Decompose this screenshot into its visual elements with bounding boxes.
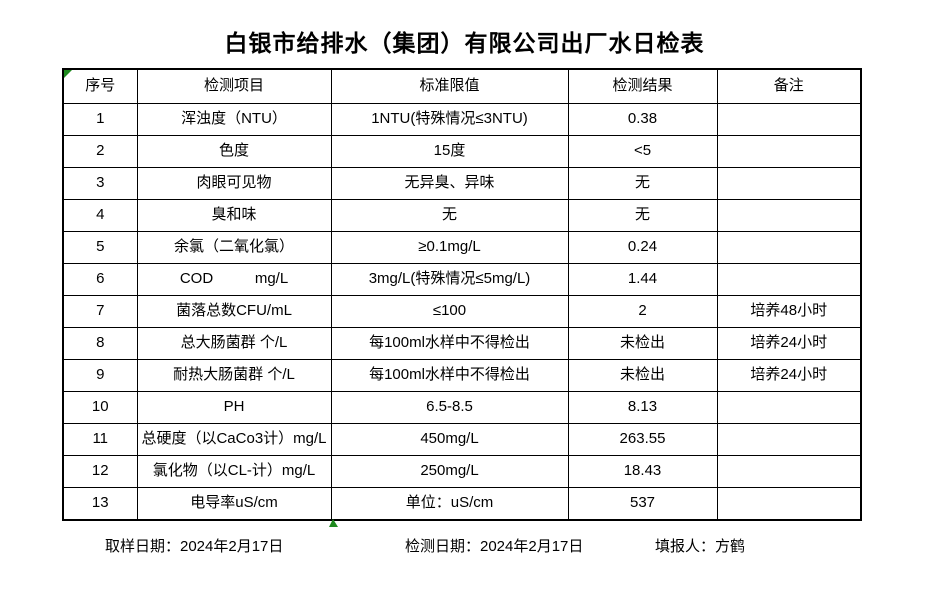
cell-remark (716, 423, 862, 456)
cell-no: 7 (62, 295, 138, 328)
cell-no: 6 (62, 263, 138, 296)
cell-result: 无 (567, 167, 718, 200)
cell-remark: 培养24小时 (716, 359, 862, 392)
column-header-no: 序号 (62, 68, 138, 104)
cell-no: 11 (62, 423, 138, 456)
cell-remark (716, 199, 862, 232)
cell-item: COD mg/L (136, 263, 332, 296)
sampling-date: 取样日期：2024年2月17日 (105, 538, 284, 555)
cell-remark (716, 487, 862, 521)
cell-no: 10 (62, 391, 138, 424)
table-row: 12 氯化物（以CL-计）mg/L 250mg/L 18.43 (62, 455, 862, 488)
cell-remark (716, 103, 862, 136)
cell-no: 3 (62, 167, 138, 200)
cell-result: 未检出 (567, 359, 718, 392)
table-row: 8 总大肠菌群 个/L 每100ml水样中不得检出 未检出 培养24小时 (62, 327, 862, 360)
cell-no: 9 (62, 359, 138, 392)
cell-item: 臭和味 (136, 199, 332, 232)
cell-item: PH (136, 391, 332, 424)
cell-limit: 无异臭、异味 (330, 167, 569, 200)
cell-limit: 6.5-8.5 (330, 391, 569, 424)
table-row: 1 浑浊度（NTU） 1NTU(特殊情况≤3NTU) 0.38 (62, 103, 862, 136)
cell-item: 浑浊度（NTU） (136, 103, 332, 136)
cell-limit: ≤100 (330, 295, 569, 328)
inspection-table-container: 序号 检测项目 标准限值 检测结果 备注 1 浑浊度（NTU） 1NTU(特殊情况≤… (62, 68, 862, 527)
cell-limit: 无 (330, 199, 569, 232)
column-header-result: 检测结果 (567, 68, 718, 104)
cell-result: <5 (567, 135, 718, 168)
cell-limit: 每100ml水样中不得检出 (330, 359, 569, 392)
cell-no: 13 (62, 487, 138, 521)
cell-result: 263.55 (567, 423, 718, 456)
table-row: 13 电导率uS/cm 单位：uS/cm 537 (62, 487, 862, 521)
cell-no: 12 (62, 455, 138, 488)
cell-remark (716, 263, 862, 296)
cell-item: 色度 (136, 135, 332, 168)
footer: 取样日期：2024年2月17日 检测日期：2024年2月17日 填报人：方鹤 (0, 535, 929, 557)
cell-result: 0.24 (567, 231, 718, 264)
cell-no: 4 (62, 199, 138, 232)
cell-limit: 450mg/L (330, 423, 569, 456)
cell-result: 8.13 (567, 391, 718, 424)
table-row: 11 总硬度（以CaCo3计）mg/L 450mg/L 263.55 (62, 423, 862, 456)
cell-item: 电导率uS/cm (136, 487, 332, 521)
cell-remark (716, 167, 862, 200)
cell-result: 18.43 (567, 455, 718, 488)
cell-item: 菌落总数CFU/mL (136, 295, 332, 328)
cell-no: 1 (62, 103, 138, 136)
table-row: 2 色度 15度 <5 (62, 135, 862, 168)
cell-limit: ≥0.1mg/L (330, 231, 569, 264)
table-row: 9 耐热大肠菌群 个/L 每100ml水样中不得检出 未检出 培养24小时 (62, 359, 862, 392)
table-row: 5 余氯（二氧化氯） ≥0.1mg/L 0.24 (62, 231, 862, 264)
cell-result: 2 (567, 295, 718, 328)
cell-limit: 每100ml水样中不得检出 (330, 327, 569, 360)
cell-result: 无 (567, 199, 718, 232)
cell-item: 总硬度（以CaCo3计）mg/L (136, 423, 332, 456)
reporter: 填报人：方鹤 (655, 538, 746, 555)
cell-item: 肉眼可见物 (136, 167, 332, 200)
cell-no: 2 (62, 135, 138, 168)
page-title: 白银市给排水（集团）有限公司出厂水日检表 (224, 30, 705, 56)
test-date: 检测日期：2024年2月17日 (405, 538, 584, 555)
cell-limit: 单位：uS/cm (330, 487, 569, 521)
cell-remark (716, 391, 862, 424)
inspection-table: 序号 检测项目 标准限值 检测结果 备注 1 浑浊度（NTU） 1NTU(特殊情况≤… (62, 68, 862, 521)
cell-no: 8 (62, 327, 138, 360)
cell-item: 氯化物（以CL-计）mg/L (136, 455, 332, 488)
table-row: 6 COD mg/L 3mg/L(特殊情况≤5mg/L) 1.44 (62, 263, 862, 296)
column-header-limit: 标准限值 (330, 68, 569, 104)
cell-remark: 培养24小时 (716, 327, 862, 360)
table-row: 10 PH 6.5-8.5 8.13 (62, 391, 862, 424)
cell-remark (716, 455, 862, 488)
cell-item: 总大肠菌群 个/L (136, 327, 332, 360)
column-header-remark: 备注 (716, 68, 862, 104)
cell-limit: 15度 (330, 135, 569, 168)
cell-no: 5 (62, 231, 138, 264)
cell-remark: 培养48小时 (716, 295, 862, 328)
cell-result: 537 (567, 487, 718, 521)
cell-item: 耐热大肠菌群 个/L (136, 359, 332, 392)
column-header-item: 检测项目 (136, 68, 332, 104)
excel-fill-handle-icon (329, 519, 338, 527)
table-row: 3 肉眼可见物 无异臭、异味无 (62, 167, 862, 200)
cell-remark (716, 135, 862, 168)
cell-result: 1.44 (567, 263, 718, 296)
cell-limit: 250mg/L (330, 455, 569, 488)
table-row: 7 菌落总数CFU/mL ≤100 2 培养48小时 (62, 295, 862, 328)
excel-corner-marker-icon (64, 70, 72, 78)
cell-remark (716, 231, 862, 264)
cell-limit: 1NTU(特殊情况≤3NTU) (330, 103, 569, 136)
table-row: 4 臭和味无无 (62, 199, 862, 232)
table-header-row: 序号 检测项目 标准限值 检测结果 备注 (62, 68, 862, 104)
cell-item: 余氯（二氧化氯） (136, 231, 332, 264)
cell-result: 未检出 (567, 327, 718, 360)
cell-result: 0.38 (567, 103, 718, 136)
cell-limit: 3mg/L(特殊情况≤5mg/L) (330, 263, 569, 296)
